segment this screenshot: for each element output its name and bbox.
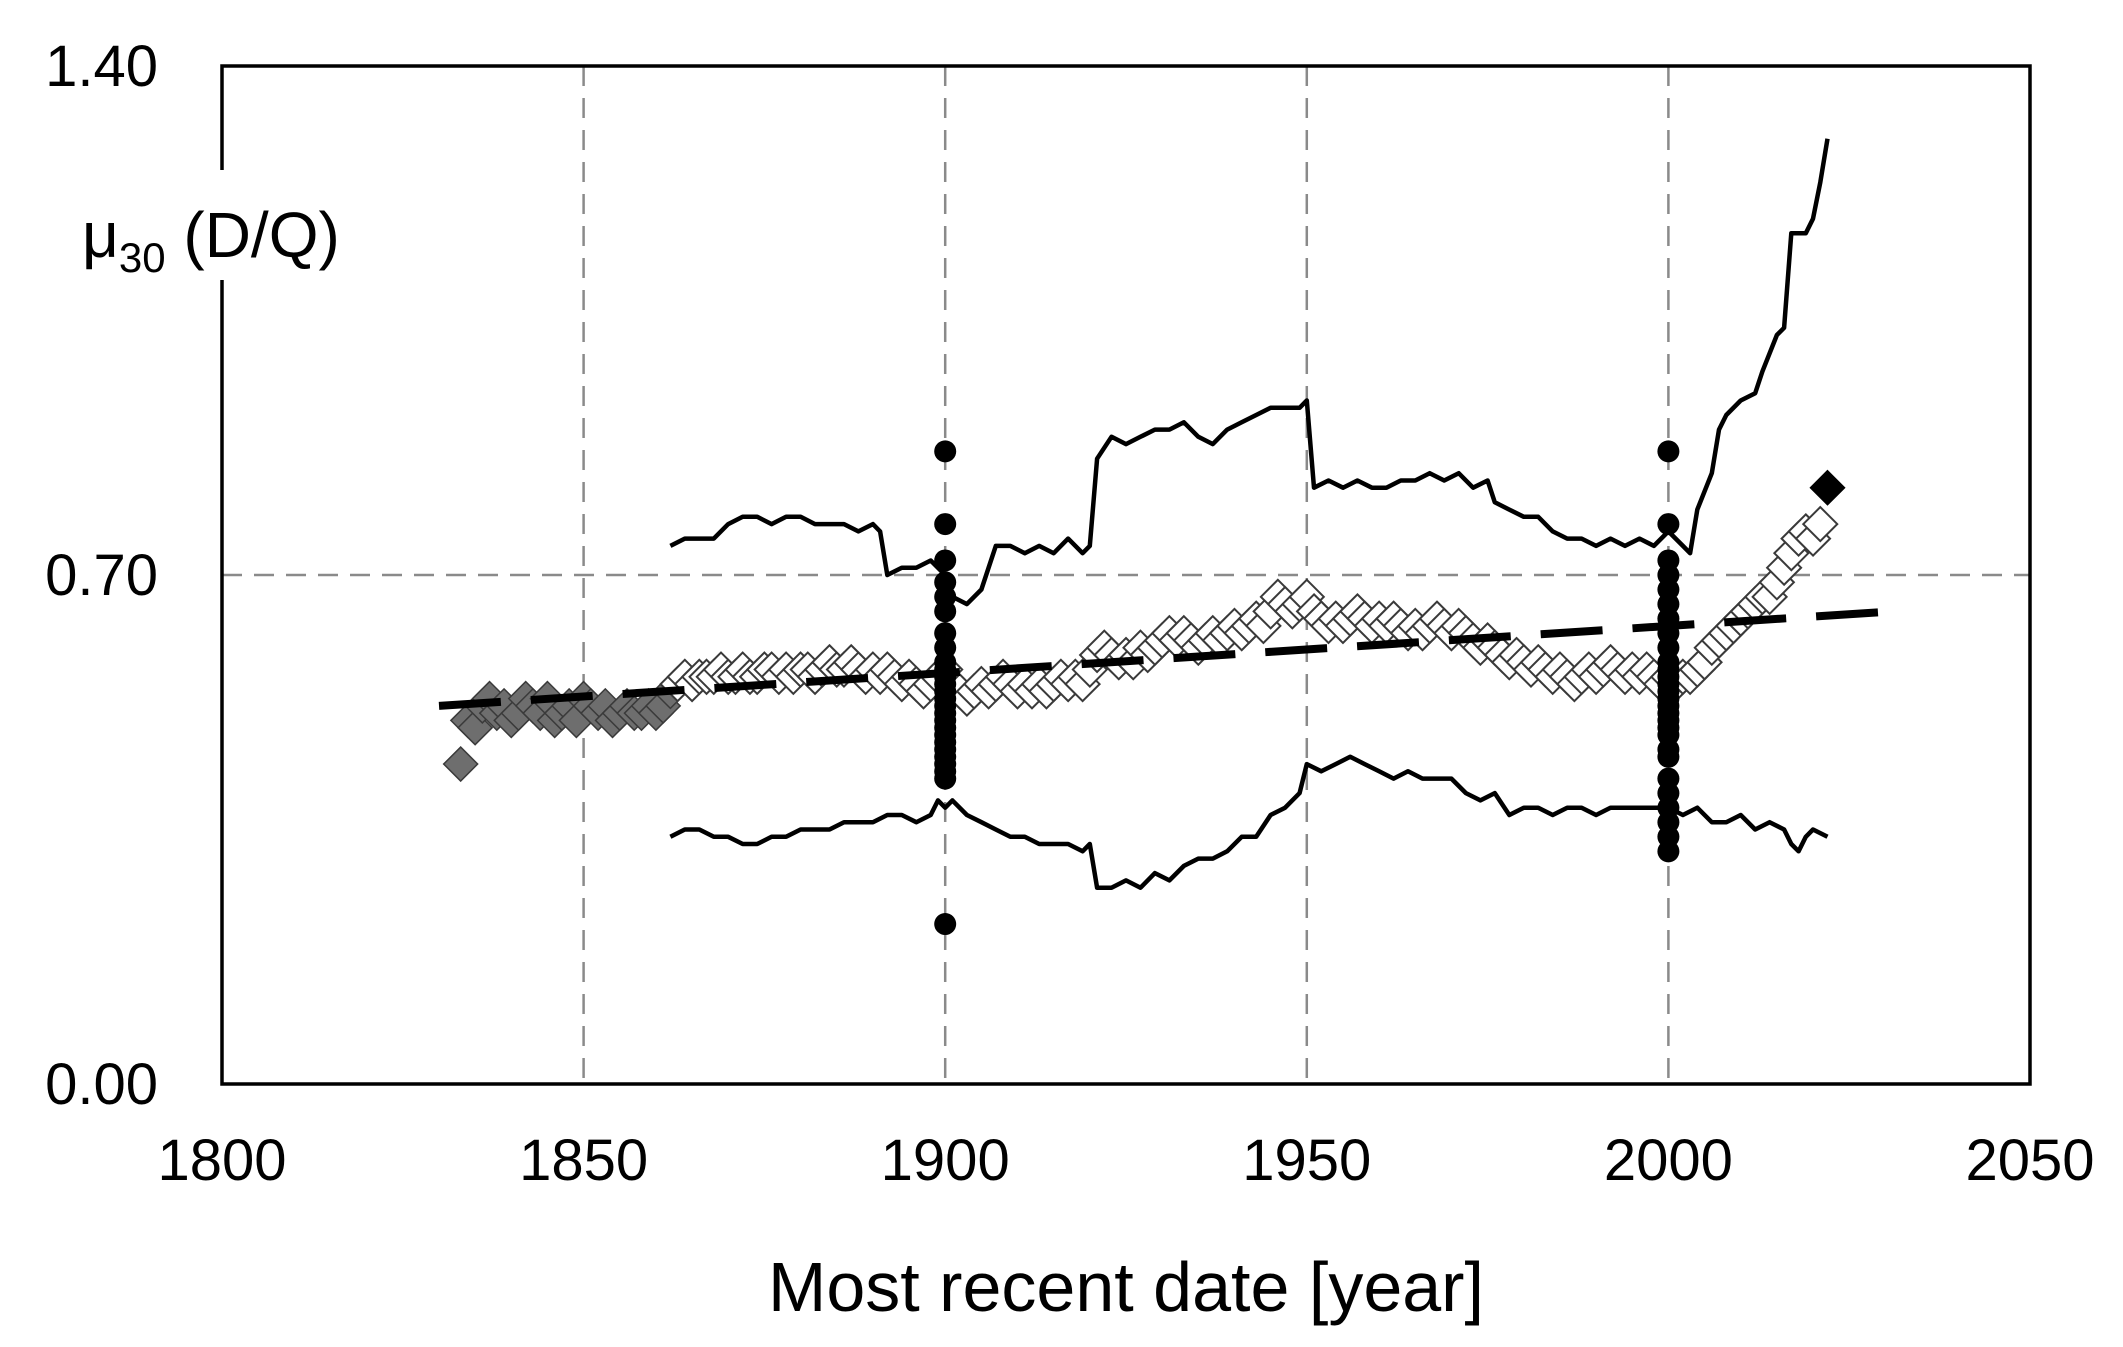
dot-point <box>1657 513 1680 536</box>
dot-point <box>934 913 957 936</box>
x-tick-label: 1950 <box>1242 1128 1371 1193</box>
bound-line <box>669 138 1830 607</box>
series-layer <box>438 138 1893 936</box>
dot-point <box>934 513 957 536</box>
plot-frame <box>220 64 2032 1086</box>
x-tick-label: 2000 <box>1604 1128 1733 1193</box>
y-tick-label: 0.00 <box>45 1052 158 1117</box>
y-axis-title-text: μ30 (D/Q) <box>82 199 340 281</box>
y-tick-label: 1.40 <box>45 34 158 99</box>
dot-point <box>934 767 957 790</box>
trend-line <box>438 607 1893 710</box>
bound-line <box>669 754 1829 890</box>
dot-point <box>1657 440 1680 463</box>
y-axis-title-units: (D/Q) <box>166 199 340 271</box>
dot-point <box>1657 745 1680 768</box>
dot-point <box>934 549 957 572</box>
y-tick-label: 0.70 <box>45 543 158 608</box>
dot-point <box>1657 840 1680 863</box>
grey-diamond-point <box>442 745 479 783</box>
x-axis-title: Most recent date [year] <box>768 1248 1484 1326</box>
y-axis-title-backdrop <box>72 170 392 280</box>
x-tick-label: 1850 <box>519 1128 648 1193</box>
dot-point <box>934 440 957 463</box>
tick-labels: 1800 1850 1900 1950 2000 2050 0.00 0.70 1.40 <box>45 34 2094 1193</box>
y-axis-title-subscript: 30 <box>119 234 166 281</box>
x-tick-label: 1800 <box>157 1128 286 1193</box>
y-axis-title-symbol: μ <box>82 199 119 271</box>
x-tick-label: 2050 <box>1965 1128 2094 1193</box>
y-axis-title: μ30 (D/Q) <box>72 170 392 281</box>
open-diamond-point <box>1801 505 1839 543</box>
x-tick-label: 1900 <box>881 1128 1010 1193</box>
dot-point <box>934 600 957 623</box>
black-diamond-point <box>1809 469 1846 506</box>
